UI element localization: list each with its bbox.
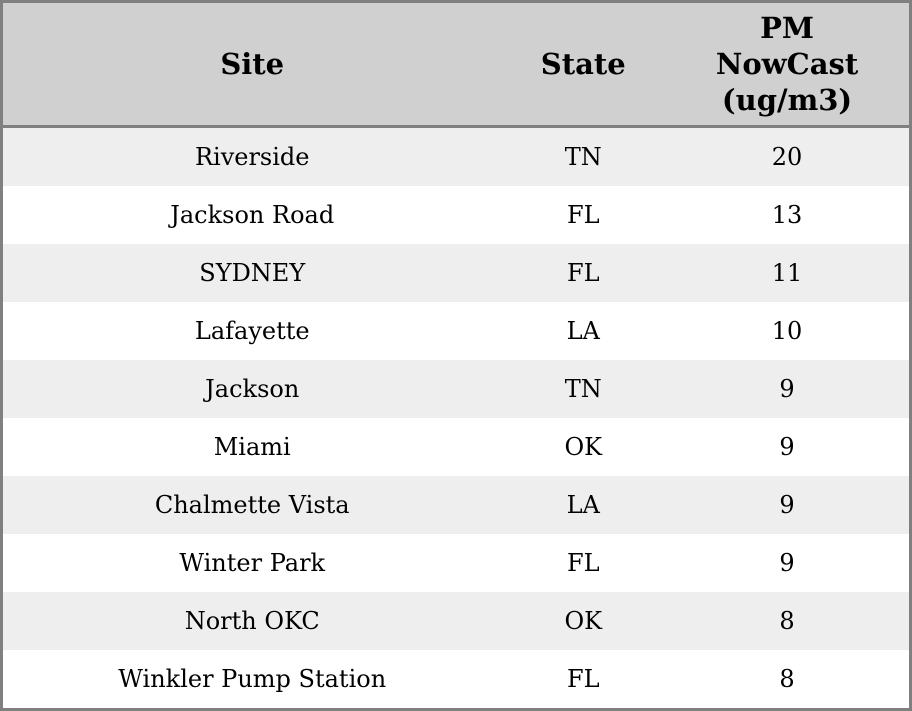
pm-nowcast-cell: 11 — [771, 258, 803, 287]
site-cell: Winkler Pump Station — [118, 664, 387, 693]
pm-nowcast-cell: 10 — [771, 316, 803, 345]
table-header: Site State PM NowCast (ug/m3) — [1, 1, 911, 128]
pm-nowcast-cell: 8 — [779, 606, 795, 635]
site-cell: SYDNEY — [199, 258, 306, 287]
state-cell: LA — [566, 490, 600, 519]
site-cell: Lafayette — [194, 316, 310, 345]
state-cell: OK — [564, 432, 603, 461]
table-row: SYDNEY FL 11 — [1, 244, 911, 302]
state-cell: FL — [566, 258, 600, 287]
site-cell: Riverside — [194, 143, 310, 171]
header-row: Site State PM NowCast (ug/m3) — [1, 1, 911, 128]
pm-nowcast-cell: 9 — [779, 490, 795, 519]
table-row: Winkler Pump Station FL 8 — [1, 649, 911, 710]
site-cell: Miami — [213, 432, 291, 461]
state-cell: TN — [564, 143, 602, 171]
state-cell: LA — [566, 316, 600, 345]
state-cell: FL — [566, 664, 600, 693]
column-header-state-label: State — [540, 46, 626, 81]
column-header-site-label: Site — [220, 46, 285, 81]
pm-nowcast-cell: 8 — [779, 664, 795, 693]
table-body: Riverside TN 20 Jackson Road FL 13 SYDNE… — [1, 126, 911, 710]
table-row: Lafayette LA 10 — [1, 301, 911, 360]
table-row: North OKC OK 8 — [1, 591, 911, 650]
table-row: Jackson Road FL 13 — [1, 186, 911, 244]
table-row: Riverside TN 20 — [1, 126, 911, 187]
state-cell: TN — [564, 374, 602, 403]
column-header-pm-nowcast: PM NowCast (ug/m3) — [665, 1, 911, 128]
state-cell: FL — [566, 201, 600, 229]
column-header-pm-nowcast-label: PM NowCast (ug/m3) — [715, 10, 859, 118]
site-cell: Jackson — [205, 374, 300, 403]
state-cell: FL — [566, 548, 600, 577]
pm-nowcast-cell: 9 — [779, 548, 795, 577]
state-cell: OK — [564, 606, 603, 635]
pm-nowcast-cell: 9 — [779, 374, 795, 403]
column-header-site: Site — [1, 1, 502, 128]
column-header-state: State — [501, 1, 666, 128]
table-row: Chalmette Vista LA 9 — [1, 475, 911, 534]
pm-nowcast-cell: 9 — [779, 432, 795, 461]
site-cell: Winter Park — [179, 548, 326, 577]
site-cell: Chalmette Vista — [154, 490, 350, 519]
table-row: Jackson TN 9 — [1, 359, 911, 418]
table-row: Miami OK 9 — [1, 417, 911, 476]
table-row: Winter Park FL 9 — [1, 533, 911, 592]
site-cell: North OKC — [184, 606, 320, 635]
pm-nowcast-cell: 20 — [771, 143, 803, 171]
pm-nowcast-cell: 13 — [771, 201, 803, 229]
site-cell: Jackson Road — [170, 201, 335, 229]
